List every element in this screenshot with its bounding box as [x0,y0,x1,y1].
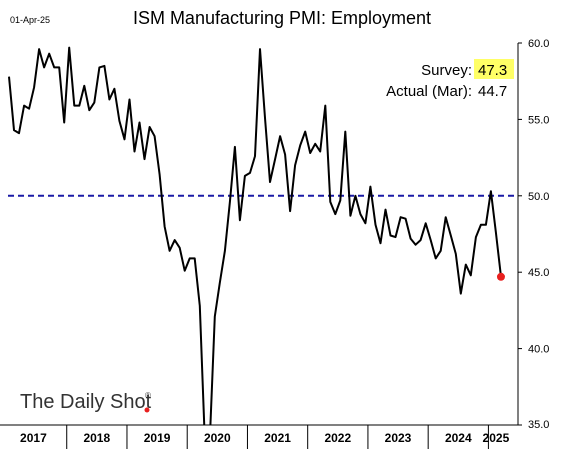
survey-label: Survey: [421,62,472,79]
series-line-employment [8,46,502,425]
y-tick-label: 60.0 [528,38,549,50]
x-tick-label: 2021 [264,431,291,445]
y-tick-label: 45.0 [528,267,549,279]
x-tick-label: 2017 [20,431,47,445]
survey-value: 47.3 [478,62,507,79]
y-tick-label: 50.0 [528,191,549,203]
actual-value: 44.7 [478,83,507,100]
y-axis-ticks: 35.0 40.0 45.0 50.0 55.0 60.0 [518,38,549,431]
y-tick-label: 40.0 [528,344,549,356]
x-tick-label: 2023 [385,431,412,445]
x-tick-label: 2024 [445,431,472,445]
x-axis-ticks: 2017 2018 2019 2020 2021 2022 2023 2024 2025 [20,425,510,449]
x-tick-label: 2018 [83,431,110,445]
y-tick-label: 35.0 [528,419,549,431]
date-label: 01-Apr-25 [10,15,50,25]
x-tick-label: 2019 [144,431,171,445]
x-tick-label: 2020 [204,431,231,445]
survey-actual-annotation: Survey: 47.3 Actual (Mar): 44.7 [386,59,514,100]
source-label: The Daily Shot [20,391,152,413]
x-tick-label: 2025 [483,431,510,445]
daily-shot-logo: The Daily Shot ® [20,391,152,413]
latest-value-marker [496,272,505,281]
logo-red-dot [144,407,150,413]
actual-label: Actual (Mar): [386,83,472,100]
registered-mark: ® [145,391,151,400]
x-tick-label: 2022 [324,431,351,445]
y-tick-label: 55.0 [528,114,549,126]
chart-title: ISM Manufacturing PMI: Employment [133,8,431,28]
survey-value-highlight [474,59,514,79]
